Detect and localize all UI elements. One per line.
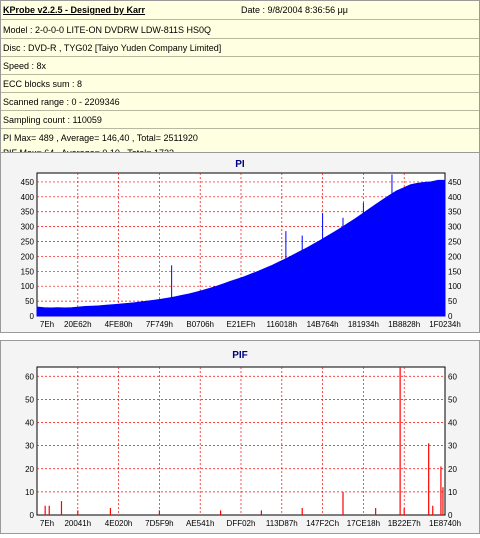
y-tick-label-right: 250 <box>448 238 462 247</box>
y-tick-label-right: 0 <box>448 511 453 520</box>
x-tick-label: E21EFh <box>227 320 256 329</box>
pif-chart-panel: PIF 0 0 10 10 20 20 30 30 40 40 50 50 60 60 7Eh 20041h 4… <box>0 340 480 534</box>
disc-info-panel: KProbe v2.2.5 - Designed by Karr Date : … <box>0 0 480 148</box>
scan-date: Date : 9/8/2004 8:36:56 μμ <box>241 5 348 15</box>
x-tick-label: B0706h <box>186 320 214 329</box>
y-tick-label-left: 20 <box>25 465 34 474</box>
sampling-line: Sampling count : 110059 <box>3 115 102 125</box>
pi-stats-line: PI Max= 489 , Average= 146,40 , Total= 2… <box>3 133 198 143</box>
x-tick-label: 1E8740h <box>429 519 461 528</box>
y-tick-label-right: 350 <box>448 208 462 217</box>
x-tick-label: 181934h <box>348 320 379 329</box>
speed-line: Speed : 8x <box>3 61 47 71</box>
y-tick-label-left: 250 <box>21 238 35 247</box>
y-tick-label-right: 400 <box>448 193 462 202</box>
y-tick-label-left: 60 <box>25 372 34 381</box>
y-tick-label-left: 30 <box>25 442 34 451</box>
x-tick-label: 7F749h <box>146 320 173 329</box>
y-tick-label-left: 200 <box>21 252 35 261</box>
pi-chart: PI 0 0 50 50 100 100 150 150 200 200 250 250 300 300 3… <box>21 159 462 329</box>
x-tick-label: 14B764h <box>307 320 339 329</box>
x-tick-label: 20E62h <box>64 320 92 329</box>
y-tick-label-right: 50 <box>448 297 457 306</box>
x-tick-label: 116018h <box>267 320 298 329</box>
y-tick-label-right: 40 <box>448 419 457 428</box>
y-tick-label-right: 30 <box>448 442 457 451</box>
x-tick-label: 17CE18h <box>347 519 380 528</box>
range-line: Scanned range : 0 - 2209346 <box>3 97 120 107</box>
y-tick-label-right: 10 <box>448 488 457 497</box>
model-line: Model : 2-0-0-0 LITE-ON DVDRW LDW-811S H… <box>3 25 212 35</box>
y-tick-label-right: 0 <box>448 312 453 321</box>
x-tick-label: 113D87h <box>266 519 298 528</box>
ecc-line: ECC blocks sum : 8 <box>3 79 83 89</box>
y-tick-label-right: 300 <box>448 223 462 232</box>
x-tick-label: 147F2Ch <box>306 519 339 528</box>
y-tick-label-left: 300 <box>21 223 35 232</box>
pif-chart: PIF 0 0 10 10 20 20 30 30 40 40 50 50 60 60 7Eh 20041h 4… <box>25 350 461 528</box>
y-tick-label-left: 0 <box>30 511 35 520</box>
x-tick-label: 20041h <box>64 519 91 528</box>
y-tick-label-right: 100 <box>448 282 462 291</box>
pif-chart-title: PIF <box>232 350 248 361</box>
x-tick-label: 7Eh <box>40 519 54 528</box>
y-tick-label-right: 150 <box>448 267 462 276</box>
x-tick-label: 1B22E7h <box>388 519 421 528</box>
y-tick-label-left: 40 <box>25 419 34 428</box>
disc-line: Disc : DVD-R , TYG02 [Taiyo Yuden Compan… <box>3 43 222 53</box>
y-tick-label-right: 60 <box>448 372 457 381</box>
y-tick-label-left: 350 <box>21 208 35 217</box>
x-tick-label: DFF02h <box>227 519 256 528</box>
x-tick-label: 7Eh <box>40 320 54 329</box>
y-tick-label-right: 50 <box>448 395 457 404</box>
y-tick-label-left: 450 <box>21 178 35 187</box>
y-tick-label-left: 50 <box>25 395 34 404</box>
y-tick-label-left: 50 <box>25 297 34 306</box>
x-tick-label: AE541h <box>186 519 214 528</box>
y-tick-label-left: 0 <box>30 312 35 321</box>
x-tick-label: 4E020h <box>105 519 133 528</box>
x-tick-label: 1F0234h <box>429 320 461 329</box>
x-tick-label: 1B8828h <box>388 320 420 329</box>
x-tick-label: 7D5F9h <box>145 519 173 528</box>
y-tick-label-left: 100 <box>21 282 35 291</box>
y-tick-label-right: 200 <box>448 252 462 261</box>
pi-chart-title: PI <box>235 159 245 170</box>
y-tick-label-right: 20 <box>448 465 457 474</box>
pi-chart-panel: PI 0 0 50 50 100 100 150 150 200 200 250 250 300 300 3… <box>0 152 480 333</box>
y-tick-label-left: 400 <box>21 193 35 202</box>
app-title: KProbe v2.2.5 - Designed by Karr <box>3 5 146 15</box>
y-tick-label-right: 450 <box>448 178 462 187</box>
y-tick-label-left: 10 <box>25 488 34 497</box>
x-tick-label: 4FE80h <box>105 320 133 329</box>
y-tick-label-left: 150 <box>21 267 35 276</box>
